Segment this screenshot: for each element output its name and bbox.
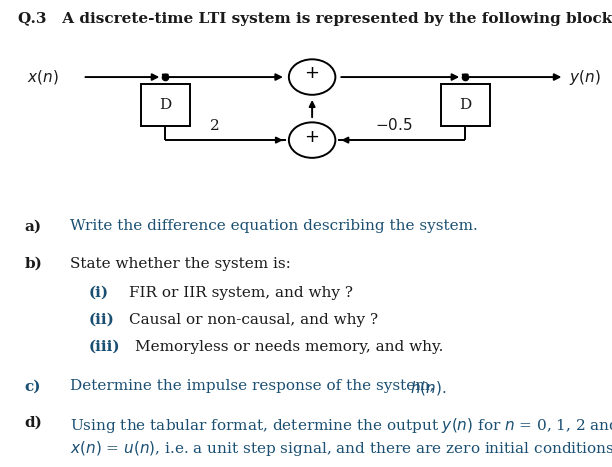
Circle shape xyxy=(289,122,335,158)
Text: d): d) xyxy=(24,416,42,430)
Text: 2: 2 xyxy=(210,119,220,133)
Text: (iii): (iii) xyxy=(89,340,121,354)
Text: a): a) xyxy=(24,219,42,234)
Text: +: + xyxy=(305,64,319,82)
Text: Q.3   A discrete-time LTI system is represented by the following block diagram:: Q.3 A discrete-time LTI system is repres… xyxy=(18,12,612,26)
Text: $h(n)$.: $h(n)$. xyxy=(410,379,447,397)
Text: $x(n)$ = $u(n)$, i.e. a unit step signal, and there are zero initial conditions.: $x(n)$ = $u(n)$, i.e. a unit step signal… xyxy=(70,439,612,458)
Text: D: D xyxy=(159,98,171,112)
Text: b): b) xyxy=(24,257,42,271)
Text: Memoryless or needs memory, and why.: Memoryless or needs memory, and why. xyxy=(135,340,443,354)
Text: D: D xyxy=(459,98,471,112)
Text: $y(n)$: $y(n)$ xyxy=(569,68,601,86)
Bar xyxy=(441,84,490,126)
Text: State whether the system is:: State whether the system is: xyxy=(70,257,291,271)
Text: $x(n)$: $x(n)$ xyxy=(26,68,58,86)
Circle shape xyxy=(289,59,335,95)
Text: Write the difference equation describing the system.: Write the difference equation describing… xyxy=(70,219,478,234)
Text: FIR or IIR system, and why ?: FIR or IIR system, and why ? xyxy=(129,286,353,300)
Text: (ii): (ii) xyxy=(89,313,114,327)
Text: (i): (i) xyxy=(89,286,109,300)
Text: c): c) xyxy=(24,379,41,393)
Text: $-0.5$: $-0.5$ xyxy=(375,117,413,133)
Bar xyxy=(141,84,190,126)
Text: Using the tabular format, determine the output $y(n)$ for $n$ = 0, 1, 2 and 3, i: Using the tabular format, determine the … xyxy=(70,416,612,435)
Text: +: + xyxy=(305,128,319,146)
Text: Determine the impulse response of the system,: Determine the impulse response of the sy… xyxy=(70,379,440,393)
Text: Causal or non-causal, and why ?: Causal or non-causal, and why ? xyxy=(129,313,378,327)
